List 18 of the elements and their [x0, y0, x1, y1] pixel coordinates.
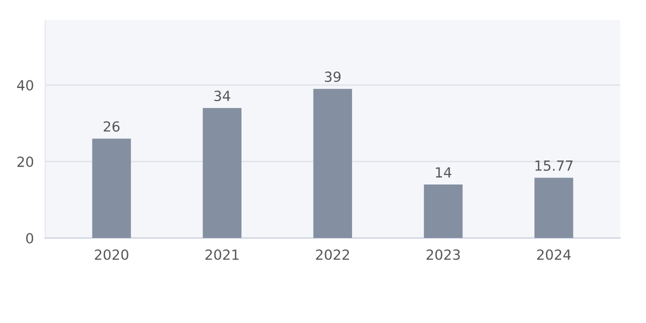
x-tick-label: 2023: [426, 249, 460, 260]
data-label: 26: [104, 121, 120, 132]
x-tick-label: 2024: [537, 249, 571, 260]
data-label: 14: [436, 167, 452, 178]
bar: [424, 184, 463, 238]
bar: [313, 88, 352, 238]
x-tick-label: 2020: [94, 249, 128, 260]
x-tick-label: 2022: [316, 249, 349, 260]
bar: [92, 138, 131, 238]
y-tick-label: 20: [17, 156, 34, 168]
data-label: 39: [324, 72, 341, 82]
bar: [534, 178, 574, 238]
data-label: 34: [214, 90, 230, 102]
x-tick-label: 2021: [205, 249, 239, 260]
data-label: 15.77: [535, 160, 573, 171]
bar: [202, 108, 242, 238]
y-tick-label: 0: [26, 233, 34, 244]
y-tick-label: 40: [17, 80, 34, 91]
